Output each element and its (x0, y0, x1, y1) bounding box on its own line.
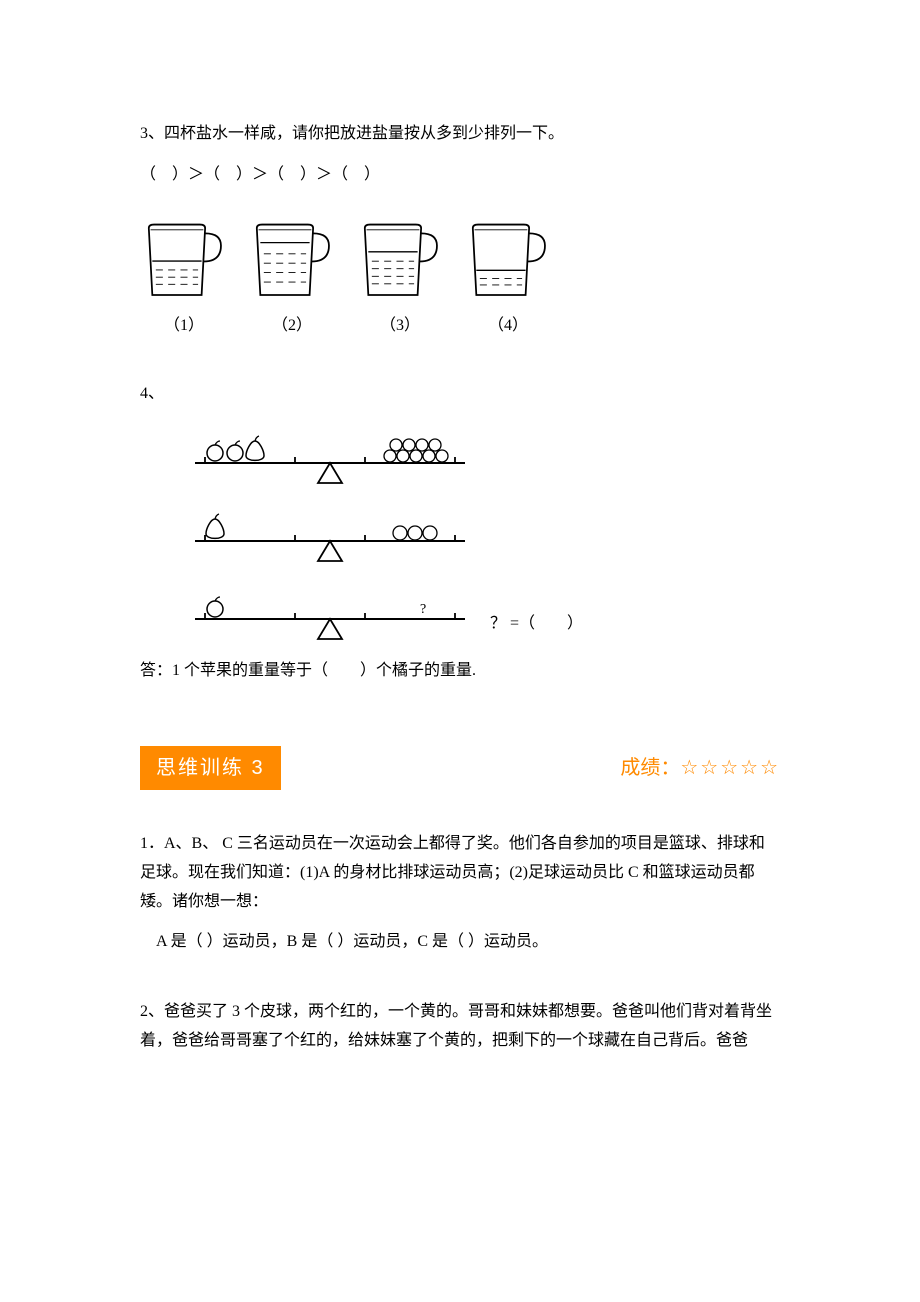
cup-3 (356, 208, 444, 308)
score-block: 成绩：☆☆☆☆☆ (620, 750, 780, 786)
score-stars: ☆☆☆☆☆ (680, 757, 780, 779)
q3-cup-labels: （1） （2） （3） （4） (140, 312, 780, 341)
cup-label-2: （2） (248, 312, 336, 341)
page-root: 3、四杯盐水一样咸，请你把放进盐量按从多到少排列一下。 （ ）＞（ ）＞（ ）＞… (0, 0, 920, 1128)
svg-text:?: ? (420, 602, 426, 617)
section-header-row: 思维训练 3 成绩：☆☆☆☆☆ (140, 746, 780, 790)
scale-3-caption: ？ =（ ） (490, 610, 583, 647)
scale-2 (180, 499, 480, 569)
q3-blanks: （ ）＞（ ）＞（ ）＞（ ） (140, 161, 780, 190)
q1-text: 1．A、B、 C 三名运动员在一次运动会上都得了奖。他们各自参加的项目是篮球、排… (140, 830, 780, 916)
cup-label-4: （4） (464, 312, 552, 341)
cup-1 (140, 208, 228, 308)
q2-text: 2、爸爸买了 3 个皮球，两个红的，一个黄的。哥哥和妹妹都想要。爸爸叫他们背对着… (140, 998, 780, 1056)
q4-prompt: 4、 (140, 380, 780, 409)
q1-blanks: A 是（ ）运动员，B 是（ ）运动员，C 是（ ）运动员。 (140, 928, 780, 957)
cup-2 (248, 208, 336, 308)
cup-label-1: （1） (140, 312, 228, 341)
q4-answer-line: 答：1 个苹果的重量等于（ ）个橘子的重量. (140, 657, 780, 686)
q3-cups-row (140, 208, 780, 308)
score-label: 成绩： (620, 757, 680, 779)
q4-scales: ? ？ =（ ） (180, 421, 780, 647)
scale-1 (180, 421, 480, 491)
section-bar: 思维训练 3 (140, 746, 281, 790)
q4-block: 4、 ? ？ =（ ） 答：1 个苹果的重量等于（ ）个橘子的重量. (140, 380, 780, 686)
cup-4 (464, 208, 552, 308)
cup-label-3: （3） (356, 312, 444, 341)
scale-3: ? (180, 577, 480, 647)
scale-3-row: ? ？ =（ ） (180, 577, 583, 647)
q3-prompt: 3、四杯盐水一样咸，请你把放进盐量按从多到少排列一下。 (140, 120, 780, 149)
